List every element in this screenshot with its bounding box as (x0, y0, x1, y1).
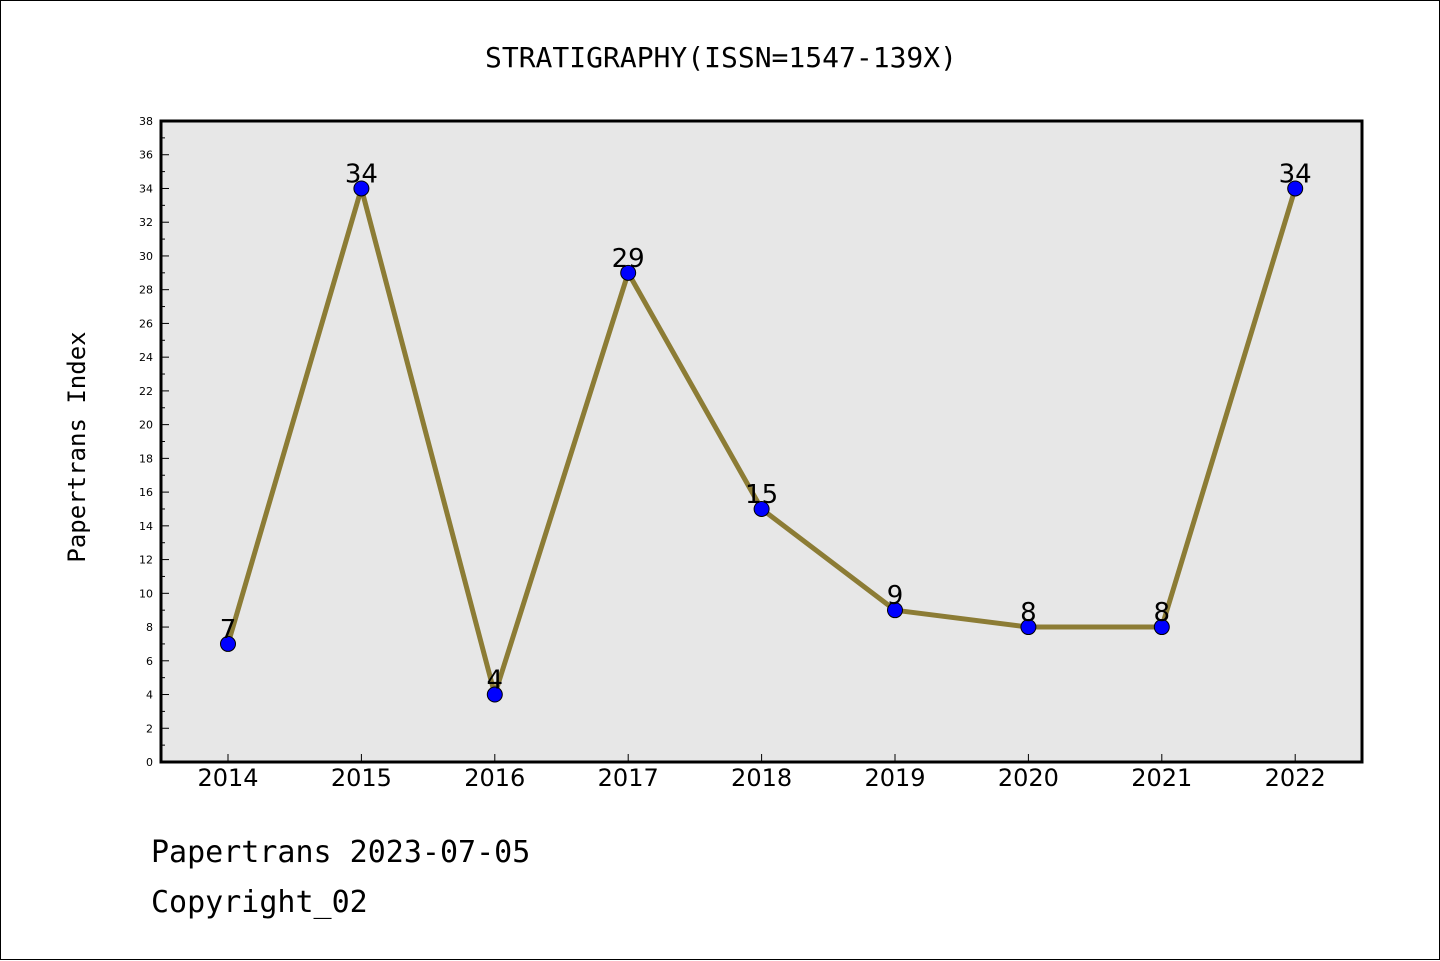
x-tick-label: 2014 (197, 764, 258, 792)
y-tick-label: 32 (139, 216, 153, 229)
y-tick-label: 20 (139, 419, 153, 432)
y-tick-label: 28 (139, 284, 153, 297)
data-point-label: 15 (745, 480, 778, 510)
y-tick-label: 2 (146, 722, 153, 735)
y-tick-label: 16 (139, 486, 153, 499)
data-point-label: 34 (1279, 159, 1312, 189)
y-tick-label: 0 (146, 756, 153, 769)
data-point-marker (353, 180, 370, 197)
data-point-marker (1153, 619, 1170, 636)
y-tick-label: 10 (139, 587, 153, 600)
x-tick-label: 2017 (598, 764, 659, 792)
y-tick-label: 8 (146, 621, 153, 634)
x-axis-ticks: 2014 2015 2016 2017 2018 2019 2020 2021 2022 (197, 754, 1326, 792)
footer-date: Papertrans 2023-07-05 (151, 835, 531, 870)
x-tick-label: 2015 (331, 764, 392, 792)
footer-copyright: Copyright_02 (151, 885, 368, 920)
x-tick-label: 2016 (464, 764, 525, 792)
y-tick-label: 6 (146, 655, 153, 668)
data-point-marker (887, 602, 903, 619)
plot-border (159, 119, 1364, 764)
y-tick-label: 38 (139, 115, 153, 128)
y-tick-label: 24 (139, 351, 153, 364)
y-axis-label: Papertrans Index (63, 331, 91, 562)
y-tick-label: 30 (139, 250, 153, 263)
x-tick-label: 2022 (1265, 764, 1326, 792)
y-tick-label: 36 (139, 149, 153, 162)
y-tick-label: 14 (139, 520, 153, 533)
data-point-marker (753, 500, 770, 517)
plot-area (161, 121, 1362, 762)
data-point-label: 9 (887, 581, 904, 611)
y-tick-label: 22 (139, 385, 153, 398)
data-point-marker (620, 264, 637, 281)
x-tick-label: 2020 (998, 764, 1059, 792)
y-tick-label: 34 (139, 182, 153, 195)
y-tick-label: 4 (146, 689, 153, 702)
x-tick-label: 2021 (1131, 764, 1192, 792)
data-markers (220, 180, 1304, 703)
chart-title: STRATIGRAPHY(ISSN=1547-139X) (485, 41, 957, 74)
x-tick-label: 2019 (864, 764, 925, 792)
x-tick-label: 2018 (731, 764, 792, 792)
y-tick-label: 12 (139, 554, 153, 567)
y-tick-label: 18 (139, 452, 153, 465)
data-point-marker (220, 635, 236, 652)
data-labels: 7 34 4 29 15 9 8 8 34 (220, 159, 1312, 695)
data-point-marker (1287, 180, 1304, 197)
data-point-label: 34 (345, 159, 378, 189)
data-point-marker (1020, 619, 1037, 636)
data-point-label: 8 (1154, 598, 1171, 628)
data-point-label: 4 (487, 666, 504, 696)
data-point-label: 7 (220, 615, 237, 645)
y-tick-label: 26 (139, 317, 153, 330)
data-point-marker (486, 686, 503, 703)
data-point-label: 8 (1020, 598, 1037, 628)
data-point-label: 29 (612, 244, 645, 274)
